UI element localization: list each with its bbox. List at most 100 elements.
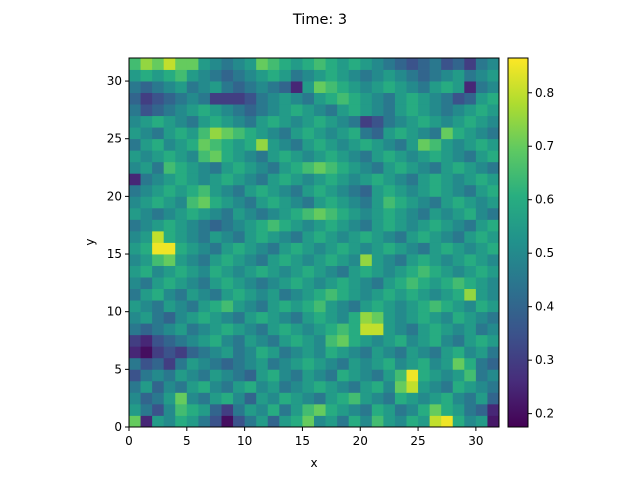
heatmap-cell [487, 115, 500, 128]
heatmap-cell [267, 138, 280, 151]
heatmap-cell [279, 92, 292, 105]
heatmap-cell [406, 196, 419, 209]
heatmap-cell [279, 184, 292, 197]
heatmap-cell [418, 346, 431, 359]
heatmap-cell [406, 254, 419, 266]
heatmap-cell [221, 334, 234, 347]
heatmap-cell [371, 150, 384, 163]
heatmap-cell [441, 392, 454, 405]
heatmap-cell [314, 196, 326, 209]
heatmap-cell [267, 196, 280, 209]
heatmap-cell [337, 219, 350, 232]
heatmap-cell [487, 207, 500, 220]
heatmap-cell [371, 184, 384, 197]
heatmap-cell [394, 207, 407, 220]
heatmap-cell [186, 150, 199, 163]
heatmap-cell [464, 357, 477, 370]
heatmap-cell [429, 196, 442, 209]
heatmap-cell [337, 104, 350, 117]
heatmap-cell [337, 127, 350, 140]
heatmap-cell [314, 207, 326, 220]
heatmap-cell [475, 415, 488, 428]
heatmap-cell [394, 403, 407, 416]
heatmap-cell [475, 230, 488, 243]
heatmap-cell [256, 357, 269, 370]
heatmap-cell [186, 369, 199, 382]
heatmap-cell [325, 415, 338, 428]
heatmap-cell [129, 288, 141, 301]
heatmap-cell [244, 58, 257, 70]
heatmap-cell [406, 138, 419, 151]
heatmap-cell [140, 392, 153, 405]
heatmap-cell [175, 357, 188, 370]
heatmap-cell [371, 415, 384, 428]
heatmap-cell [198, 277, 211, 290]
heatmap-cell [221, 369, 234, 382]
heatmap-cell [198, 184, 211, 197]
heatmap-cell [233, 288, 246, 301]
heatmap-cell [487, 230, 500, 243]
heatmap-cell [383, 207, 396, 220]
heatmap-cell [475, 323, 488, 336]
heatmap-cell [302, 92, 315, 105]
heatmap-cell [464, 196, 477, 209]
heatmap-cell [129, 150, 141, 163]
heatmap-cell [302, 242, 315, 255]
heatmap-cell [152, 311, 165, 324]
heatmap-cell [406, 184, 419, 197]
heatmap-cell [487, 311, 500, 324]
heatmap-cell [406, 104, 419, 117]
heatmap-cell [325, 277, 338, 290]
heatmap-cell [337, 150, 350, 163]
heatmap-cell [209, 403, 222, 416]
heatmap-cell [464, 242, 477, 255]
heatmap-cell [371, 334, 384, 347]
heatmap-cell [418, 115, 431, 128]
heatmap-cell [464, 150, 477, 163]
heatmap-cell [441, 380, 454, 393]
heatmap-cell [233, 104, 246, 117]
heatmap-cell [487, 150, 500, 163]
heatmap-cell [337, 323, 350, 336]
heatmap-cell [175, 392, 188, 405]
heatmap-cell [221, 242, 234, 255]
heatmap-cell [209, 58, 222, 70]
heatmap-cell [221, 265, 234, 278]
heatmap-cell [360, 196, 373, 209]
heatmap-cell [186, 415, 199, 428]
heatmap-cell [198, 288, 211, 301]
heatmap-cell [129, 230, 141, 243]
heatmap-cell [209, 392, 222, 405]
heatmap-cell [406, 242, 419, 255]
heatmap-cell [244, 173, 257, 186]
heatmap-cell [348, 207, 361, 220]
heatmap-cell [163, 288, 176, 301]
heatmap-cell [348, 81, 361, 93]
heatmap-cell [163, 265, 176, 278]
heatmap-cell [325, 230, 338, 243]
heatmap-cell [267, 150, 280, 163]
heatmap-cell [337, 357, 350, 370]
heatmap-cell [198, 58, 211, 70]
heatmap-cell [279, 196, 292, 209]
heatmap-cell [302, 265, 315, 278]
heatmap-cell [244, 311, 257, 324]
heatmap-cell [348, 58, 361, 70]
heatmap-cell [244, 254, 257, 266]
heatmap-cell [337, 69, 350, 82]
heatmap-cell [360, 138, 373, 151]
heatmap-cell [267, 104, 280, 117]
heatmap-cell [186, 173, 199, 186]
heatmap-cell [371, 161, 384, 174]
heatmap-cell [129, 104, 141, 117]
heatmap-cell [175, 242, 188, 255]
heatmap-cell [233, 323, 246, 336]
heatmap-cell [290, 403, 303, 416]
heatmap-cell [487, 92, 500, 105]
heatmap-cell [418, 277, 431, 290]
heatmap-cell [256, 254, 269, 266]
heatmap-cell [325, 161, 338, 174]
heatmap-cell [360, 230, 373, 243]
heatmap-cell [325, 207, 338, 220]
heatmap-cell [279, 323, 292, 336]
